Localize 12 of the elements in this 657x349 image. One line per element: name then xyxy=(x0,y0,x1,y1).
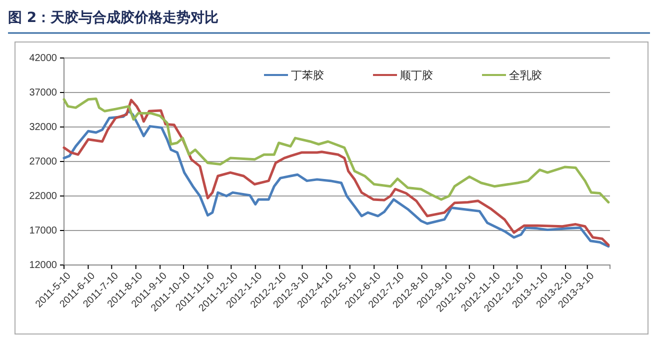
legend-label: 全乳胶 xyxy=(509,69,542,82)
y-tick-label: 37000 xyxy=(29,88,58,99)
chart-title: 图 2：天胶与合成胶价格走势对比 xyxy=(8,9,219,26)
y-tick-label: 32000 xyxy=(29,122,58,134)
y-tick-label: 17000 xyxy=(29,226,58,237)
y-tick-label: 12000 xyxy=(29,260,58,272)
y-tick-label: 22000 xyxy=(29,191,58,202)
y-tick-label: 42000 xyxy=(29,53,58,64)
legend-label: 顺丁胶 xyxy=(400,69,433,82)
y-tick-label: 27000 xyxy=(29,156,58,168)
line-series xyxy=(62,97,610,204)
legend-label: 丁苯胶 xyxy=(291,69,324,82)
